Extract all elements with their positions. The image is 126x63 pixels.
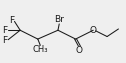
Text: CH₃: CH₃ — [33, 45, 48, 54]
Text: Br: Br — [54, 15, 64, 24]
Text: F: F — [3, 26, 8, 35]
Text: O: O — [90, 26, 97, 35]
Text: O: O — [76, 46, 83, 55]
Text: F: F — [3, 36, 8, 45]
Text: F: F — [9, 16, 14, 25]
